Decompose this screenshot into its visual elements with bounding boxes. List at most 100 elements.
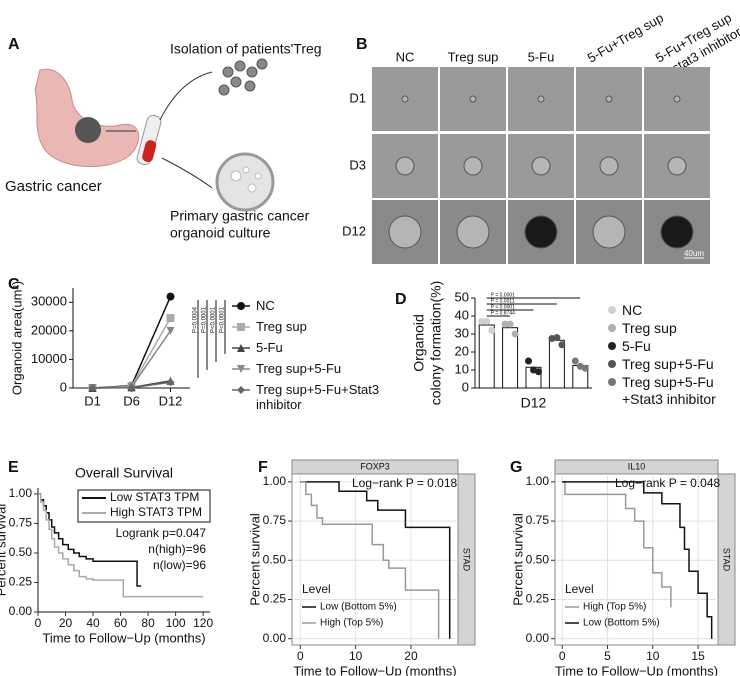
panel-label: C — [8, 276, 20, 293]
x-axis-label: Time to Follow−Up (months) — [293, 663, 456, 676]
x-tick-label: 40 — [86, 616, 100, 630]
treg-cells — [218, 58, 268, 96]
marker — [166, 378, 175, 387]
x-tick-label: 120 — [193, 616, 213, 630]
legend-label: Low (Bottom 5%) — [320, 602, 397, 613]
legend-label: NC — [256, 298, 275, 313]
chart-title: Overall Survival — [75, 465, 173, 481]
y-tick-label: 0.75 — [9, 516, 33, 530]
legend-label: Treg sup+5-Fu — [256, 361, 342, 376]
p-value: P<0.0001 — [211, 306, 217, 333]
p-value: P < 0.0001 — [491, 304, 515, 310]
legend-marker — [237, 323, 245, 331]
y-tick-label: 40 — [455, 307, 469, 322]
p-value: P=0.0001 — [202, 306, 208, 333]
caption: organoid culture — [170, 225, 271, 241]
organoid — [469, 95, 477, 103]
organoid — [667, 156, 687, 176]
column-label: NC — [396, 49, 415, 64]
data-point — [506, 320, 514, 328]
legend-label: High (Top 5%) — [320, 618, 383, 629]
annotation: n(low)=96 — [153, 558, 206, 572]
legend-label: 5-Fu — [622, 338, 651, 354]
legend-label: Treg sup+5-Fu+Stat3 inhibitor — [256, 382, 380, 412]
legend-label-box: NC — [256, 298, 275, 313]
series-line — [92, 296, 172, 389]
caption: Primary gastric cancer — [170, 208, 310, 224]
tumor — [75, 117, 101, 143]
y-tick-label: 50 — [455, 289, 469, 304]
y-tick-label: 30000 — [31, 294, 67, 309]
y-tick-label: 0.50 — [263, 552, 287, 566]
y-axis-label: colony formation(%) — [428, 281, 444, 406]
marker — [166, 326, 175, 335]
marker — [166, 292, 175, 301]
annotation: n(high)=96 — [148, 542, 206, 556]
x-tick-label: 10 — [646, 649, 660, 663]
legend-label-box: Treg sup — [256, 319, 307, 334]
panel-label: E — [8, 459, 19, 476]
y-tick-label: 20 — [455, 343, 469, 358]
panel-label: G — [510, 459, 522, 476]
y-tick-label: 20000 — [31, 322, 67, 337]
row-label: D1 — [349, 90, 366, 105]
panel-label: A — [8, 36, 20, 53]
marker — [88, 384, 97, 392]
dish — [215, 152, 275, 212]
tube-blood — [142, 140, 157, 163]
y-tick-label: 10000 — [31, 351, 67, 366]
x-tick-label: D12 — [521, 395, 547, 411]
x-tick-label: 0 — [297, 649, 304, 663]
organoid — [660, 215, 694, 249]
column-label: 5-Fu+Treg sup — [585, 10, 666, 66]
legend-marker — [237, 344, 245, 352]
arrow — [159, 71, 213, 121]
y-tick-label: 0.50 — [526, 552, 550, 566]
x-tick-label: 100 — [166, 616, 186, 630]
y-tick-label: 0.00 — [263, 631, 287, 645]
y-tick-label: 0.75 — [526, 513, 550, 527]
legend-marker — [608, 324, 616, 332]
organoid — [537, 95, 545, 103]
x-tick-label: 60 — [114, 616, 128, 630]
legend-label: High STAT3 TPM — [110, 505, 202, 519]
y-tick-label: 30 — [455, 325, 469, 340]
row-label: D3 — [349, 157, 366, 172]
y-axis-label: Percent survival — [247, 513, 262, 606]
organoid — [456, 215, 490, 249]
x-tick-label: D12 — [159, 393, 183, 408]
legend-label: High (Top 5%) — [583, 602, 646, 613]
bar — [478, 324, 495, 389]
organoid — [531, 156, 551, 176]
legend-label: Treg sup+5-Fu +Stat3 inhibitor — [622, 374, 716, 407]
legend-label: 5-Fu — [256, 340, 283, 355]
strip — [291, 459, 459, 475]
legend-marker — [608, 306, 616, 314]
y-tick-label: 0.00 — [526, 631, 550, 645]
x-tick-label: 0 — [35, 616, 42, 630]
data-point — [488, 326, 496, 334]
organoid — [673, 95, 681, 103]
panel-label: D — [395, 291, 407, 308]
panel-label: F — [258, 459, 268, 476]
x-tick-label: 0 — [559, 649, 566, 663]
legend-title: Level — [302, 582, 331, 596]
data-point — [581, 364, 589, 372]
x-tick-label: D6 — [123, 393, 140, 408]
data-point — [535, 368, 542, 376]
row-label: D12 — [342, 223, 366, 238]
organoid — [599, 156, 619, 176]
strip — [554, 459, 719, 475]
side-strip — [457, 473, 476, 646]
legend-label: NC — [622, 302, 643, 318]
legend-label: Treg sup — [256, 319, 307, 334]
data-point — [553, 334, 561, 342]
side-strip-label: STAD — [722, 548, 732, 572]
y-tick-label: 0.25 — [9, 575, 33, 589]
organoid — [605, 95, 613, 103]
data-point — [478, 317, 486, 325]
legend-label-box: Treg sup — [622, 320, 677, 336]
organoid — [463, 156, 483, 176]
data-point — [571, 357, 579, 365]
